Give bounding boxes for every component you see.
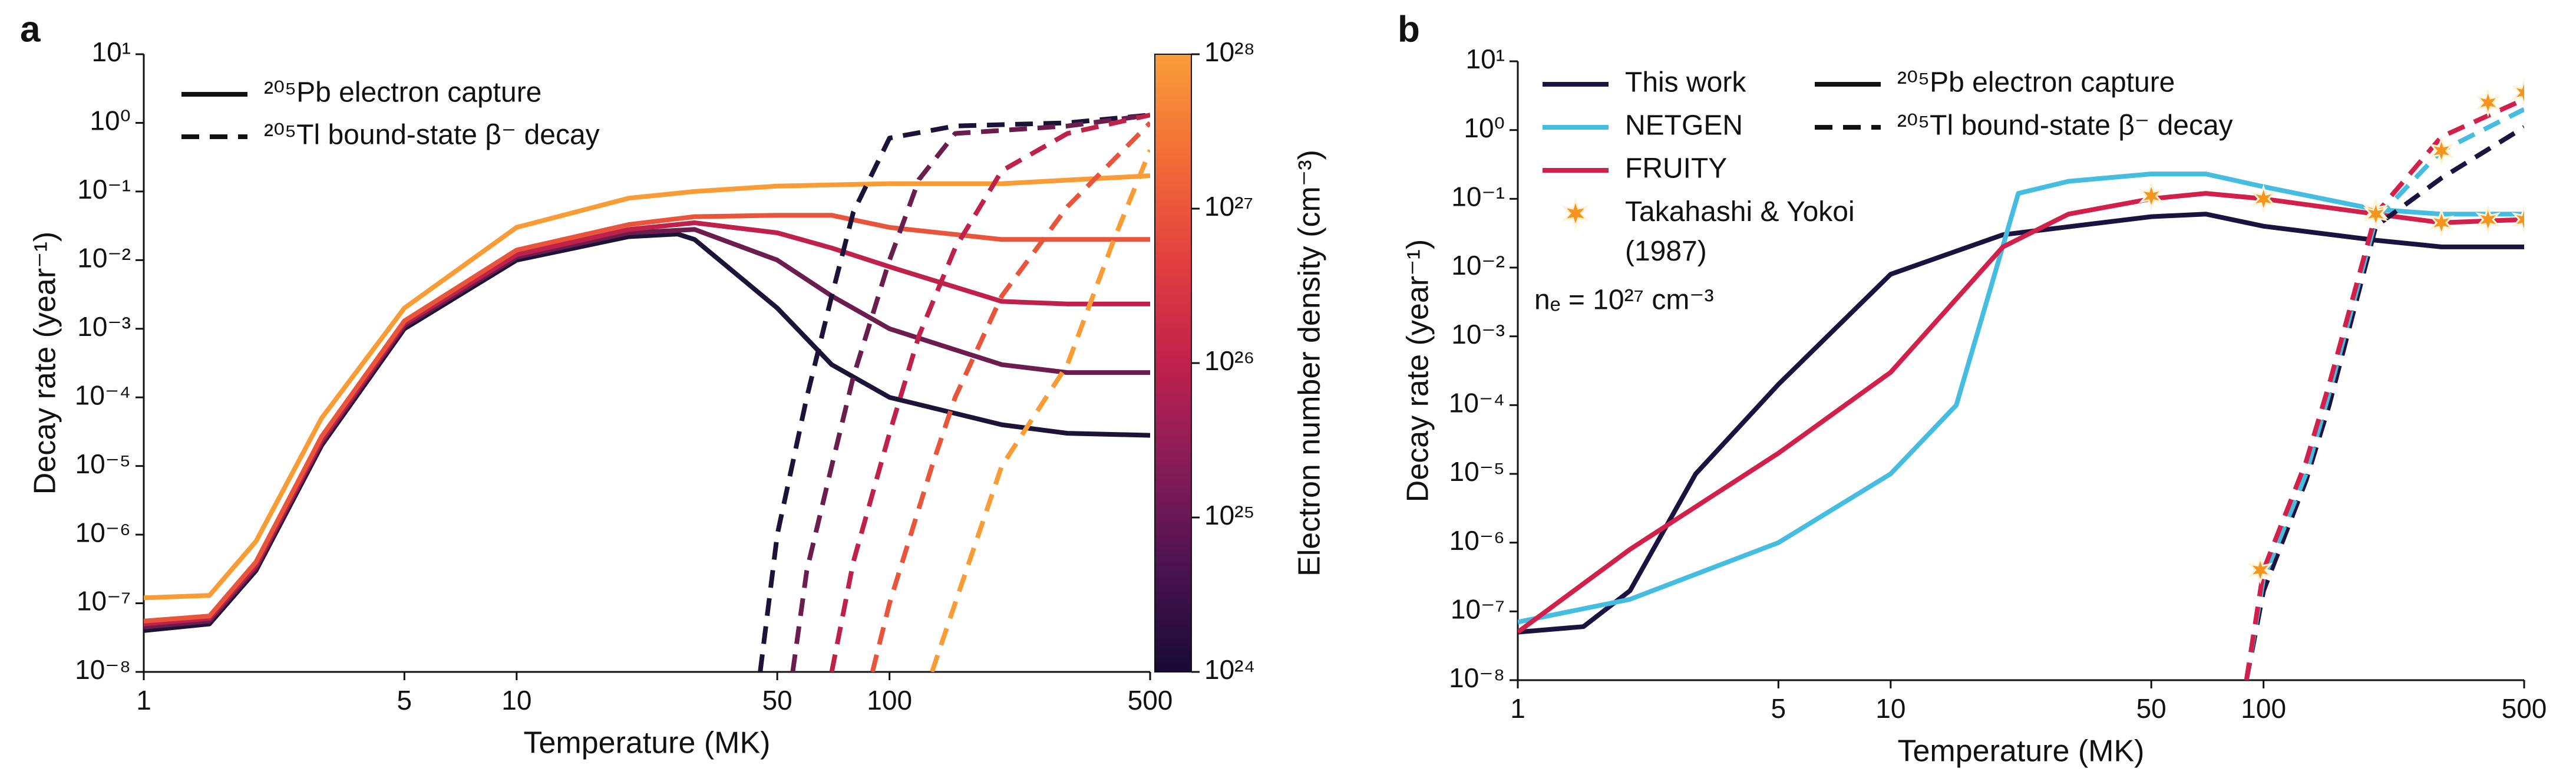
panel: b 10⁻⁸ 10⁻⁷ 10⁻⁶ 10⁻⁵ 10⁻⁴ 10⁻³ 10⁻² 10⁻¹ 10⁰ 10¹ 1… (1398, 9, 2547, 768)
y-tick-label: 10⁻⁶ (75, 517, 131, 548)
colorbar-tick-label: 10²⁴ (1204, 654, 1255, 685)
legend-label: This work (1625, 67, 1746, 98)
dashed-line (2244, 97, 2524, 680)
x-tick-label: 50 (762, 685, 792, 716)
y-tick-label: 10⁻³ (77, 311, 131, 342)
star-marker (2251, 184, 2277, 214)
y-tick-label: 10⁻¹ (77, 174, 131, 205)
x-tick-label: 10 (501, 685, 531, 716)
colorbar-tick-label: 10²⁶ (1204, 345, 1254, 376)
star-marker (2429, 136, 2455, 166)
x-tick-label: 10 (1875, 693, 1905, 724)
panel: a 10⁻⁸ 10⁻⁷ 10⁻⁶ 10⁻⁵ 10⁻⁴ 10⁻³ 10⁻² 10⁻¹ 10⁰ 10¹ 1… (20, 9, 1327, 760)
y-tick-label: 10⁻⁵ (1449, 456, 1505, 487)
panel-title: b (1398, 9, 1420, 50)
legend-label: ²⁰⁵Pb electron capture (1897, 67, 2175, 98)
legend-label: NETGEN (1625, 110, 1743, 141)
y-tick-label: 10⁻⁴ (75, 380, 131, 410)
colorbar (1154, 54, 1192, 672)
dashed-line (829, 113, 1150, 672)
colorbar-label: Electron number density (cm⁻³) (1293, 150, 1327, 576)
colorbar-tick-label: 10²⁵ (1204, 500, 1255, 530)
y-tick-label: 10⁻³ (1451, 319, 1505, 350)
annotation: nₑ = 10²⁷ cm⁻³ (1534, 285, 1714, 316)
x-tick-label: 100 (867, 685, 912, 716)
y-tick-label: 10⁻⁶ (1449, 525, 1505, 556)
x-tick-label: 1 (1510, 693, 1525, 724)
x-tick-label: 5 (397, 685, 412, 716)
legend-label: Takahashi & Yokoi (1987) (1625, 196, 1855, 267)
plot-area (1518, 78, 2524, 680)
y-tick-label: 10⁻⁵ (75, 449, 131, 479)
x-tick-label: 500 (2502, 693, 2547, 724)
colorbar-tick-label: 10²⁷ (1204, 191, 1253, 222)
y-tick-label: 10⁻⁸ (75, 654, 131, 685)
dashed-line (930, 149, 1150, 672)
line (144, 227, 1150, 629)
star-marker (2475, 205, 2501, 235)
y-tick-label: 10⁻⁷ (77, 586, 131, 617)
y-tick-label: 10⁻² (1451, 250, 1505, 281)
panel-title: a (20, 9, 41, 50)
y-tick-label: 10⁻⁸ (1449, 662, 1505, 693)
y-tick-label: 10⁰ (1464, 113, 1505, 143)
star-marker (2475, 88, 2501, 117)
legend-marker (1561, 197, 1590, 229)
plot-area (144, 113, 1150, 672)
y-tick-label: 10¹ (1466, 44, 1505, 74)
colorbar-tick-label: 10²⁸ (1204, 37, 1255, 67)
y-tick-label: 10⁻⁴ (1449, 387, 1505, 418)
star-marker (2511, 205, 2524, 235)
y-tick-label: 10¹ (92, 37, 131, 67)
x-tick-label: 500 (1128, 685, 1173, 716)
line (144, 232, 1150, 633)
y-axis-label: Decay rate (year⁻¹) (28, 232, 62, 495)
x-axis-label: Temperature (MK) (524, 726, 771, 760)
y-tick-label: 10⁰ (90, 106, 131, 136)
dashed-line (758, 113, 1150, 672)
star-marker (2511, 78, 2524, 107)
star-marker (2138, 181, 2164, 211)
x-tick-label: 100 (2241, 693, 2286, 724)
y-tick-label: 10⁻¹ (1451, 181, 1505, 212)
legend-label: ²⁰⁵Tl bound-state β⁻ decay (1897, 110, 2233, 141)
dashed-line (790, 113, 1150, 672)
legend-label: FRUITY (1625, 153, 1727, 184)
line (144, 213, 1150, 624)
line (1518, 212, 2524, 635)
y-axis-label: Decay rate (year⁻¹) (1401, 239, 1435, 502)
star-marker (2429, 208, 2455, 238)
star-marker (2247, 555, 2273, 585)
y-tick-label: 10⁻² (77, 242, 131, 273)
star-marker (2363, 199, 2389, 229)
x-tick-label: 50 (2136, 693, 2167, 724)
legend-label: ²⁰⁵Pb electron capture (264, 77, 541, 108)
dashed-line (870, 121, 1150, 672)
legend-label: ²⁰⁵Tl bound-state β⁻ decay (264, 120, 600, 151)
x-axis-label: Temperature (MK) (1898, 734, 2145, 769)
x-tick-label: 5 (1771, 693, 1786, 724)
x-tick-label: 1 (136, 685, 151, 716)
dashed-line (2244, 107, 2524, 680)
y-tick-label: 10⁻⁷ (1451, 594, 1505, 624)
line (144, 173, 1150, 601)
